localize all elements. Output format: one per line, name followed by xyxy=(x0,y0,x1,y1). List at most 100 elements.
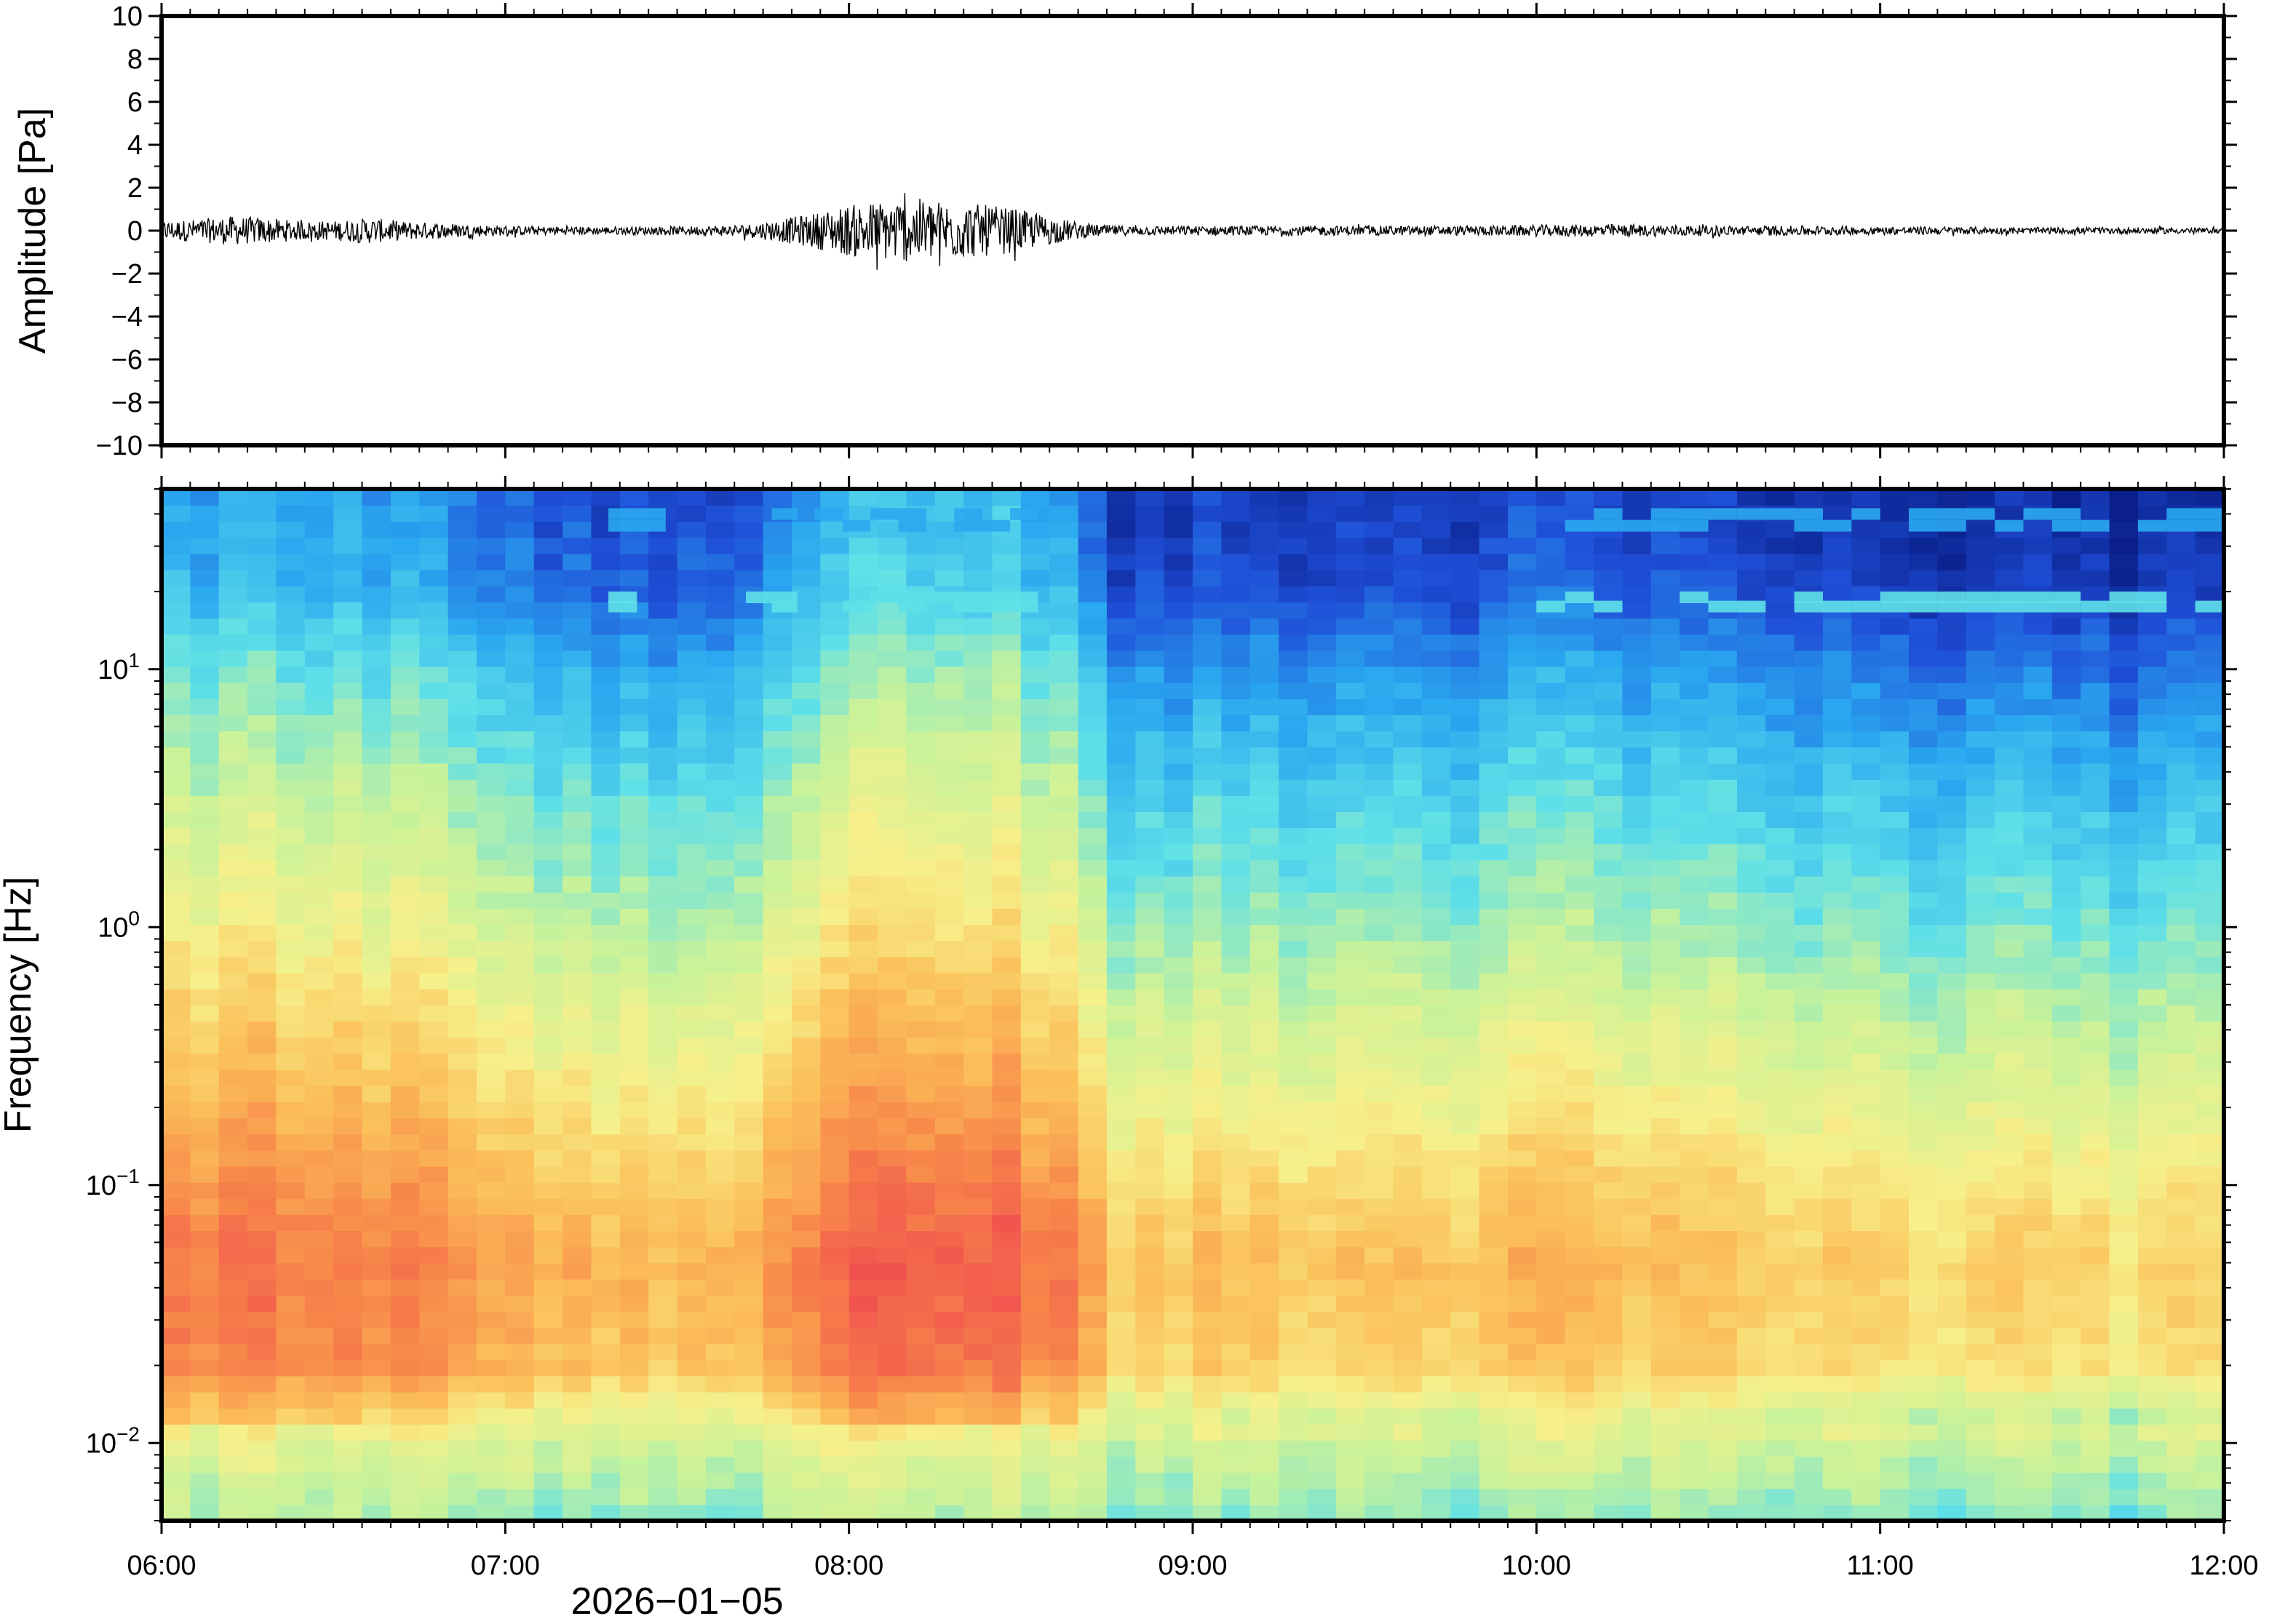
spectrogram-cell xyxy=(1393,1294,1423,1312)
spectrogram-cell xyxy=(1135,1198,1165,1215)
spectrogram-cell xyxy=(2195,1069,2225,1086)
spectrogram-cell xyxy=(1078,682,1108,699)
spectrogram-cell xyxy=(1364,1375,1394,1393)
spectrogram-cell xyxy=(1966,537,1995,554)
spectrogram-cell xyxy=(1794,1166,1824,1183)
spectrogram-cell xyxy=(963,972,993,990)
spectrogram-cell xyxy=(1536,585,1566,602)
spectrogram-cell xyxy=(390,1037,421,1054)
spectrogram-cell xyxy=(1622,1343,1652,1361)
spectrogram-cell xyxy=(1078,827,1108,845)
spectrogram-cell xyxy=(763,553,792,570)
spectrogram-cell xyxy=(1594,698,1624,715)
spectrogram-cell xyxy=(1909,1069,1939,1086)
spectrogram-cell xyxy=(1822,1424,1853,1441)
spectrogram-cell xyxy=(1909,489,1939,506)
spectrogram-cell xyxy=(162,682,191,699)
spectrogram-cell xyxy=(992,908,1022,926)
spectrogram-cell xyxy=(1221,505,1251,522)
spectrogram-cell xyxy=(1020,489,1050,506)
spectrogram-cell xyxy=(1279,715,1308,732)
spectrogram-cell xyxy=(218,1440,248,1457)
spectrogram-cell xyxy=(1307,585,1337,602)
spectrogram-cell xyxy=(533,521,563,538)
spectrogram-cell xyxy=(1078,1150,1108,1167)
spectrogram-cell xyxy=(477,763,506,780)
spectrogram-cell xyxy=(2023,924,2053,942)
spectrogram-cell xyxy=(2166,1021,2196,1038)
spectrogram-cell xyxy=(1736,1037,1767,1054)
spectrogram-cell xyxy=(2109,1230,2139,1248)
spectrogram-cell xyxy=(1680,924,1709,942)
spectrogram-cell xyxy=(1335,1101,1365,1118)
spectrogram-cell xyxy=(276,682,306,699)
spectrogram-cell xyxy=(533,698,563,715)
spectrogram-cell xyxy=(276,634,306,651)
spectrogram-cell xyxy=(820,1424,850,1441)
spectrogram-cell xyxy=(1995,1230,2024,1248)
spectrogram-cell xyxy=(1393,521,1423,538)
spectrogram-cell xyxy=(218,1311,248,1328)
spectrogram-cell xyxy=(1020,521,1050,538)
spectrogram-cell xyxy=(906,1246,936,1264)
spectrogram-cell xyxy=(2051,1278,2081,1296)
spectrogram-cell xyxy=(1622,1488,1652,1505)
spectrogram-cell xyxy=(1565,698,1594,715)
spectrogram-cell xyxy=(2137,1069,2168,1086)
spectrogram-cell xyxy=(1020,1311,1050,1328)
spectrogram-cell xyxy=(1536,1440,1566,1457)
spectrogram-cell xyxy=(820,1343,850,1361)
spectrogram-cell xyxy=(734,618,764,635)
spectrogram-cell xyxy=(1020,827,1050,845)
spectrogram-cell xyxy=(1279,1118,1308,1135)
spectrogram-cell xyxy=(1193,795,1223,812)
spectrogram-cell xyxy=(1364,537,1394,554)
spectrogram-cell xyxy=(1765,1311,1795,1328)
spectrogram-cell xyxy=(448,940,477,958)
spectrogram-cell xyxy=(1221,1230,1251,1248)
spectrogram-cell xyxy=(1421,569,1452,586)
spectrogram-cell xyxy=(1221,1488,1251,1505)
tonal-line-segment xyxy=(1966,508,1995,520)
spectrogram-cell xyxy=(2081,489,2110,506)
spectrogram-cell xyxy=(763,1294,792,1312)
spectrogram-cell xyxy=(820,715,850,732)
spectrogram-cell xyxy=(304,747,334,764)
spectrogram-cell xyxy=(1565,1214,1594,1231)
spectrogram-cell xyxy=(477,1504,506,1521)
spectrogram-y-tick-label: 101 xyxy=(98,649,140,685)
spectrogram-cell xyxy=(677,747,707,764)
spectrogram-cell xyxy=(533,1037,563,1054)
spectrogram-cell xyxy=(1851,1246,1881,1264)
spectrogram-cell xyxy=(734,1343,764,1361)
spectrogram-cell xyxy=(791,666,822,683)
spectrogram-cell xyxy=(1307,1021,1337,1038)
spectrogram-cell xyxy=(190,1424,220,1441)
spectrogram-cell xyxy=(1765,827,1795,845)
spectrogram-cell xyxy=(190,521,220,538)
spectrogram-cell xyxy=(1995,537,2024,554)
spectrogram-cell xyxy=(1164,956,1193,974)
spectrogram-cell xyxy=(333,569,363,586)
spectrogram-cell xyxy=(648,1069,678,1086)
spectrogram-cell xyxy=(705,1407,736,1425)
tonal-line-segment xyxy=(1765,508,1795,520)
spectrogram-cell xyxy=(1995,779,2024,796)
spectrogram-cell xyxy=(1880,908,1910,926)
spectrogram-cell xyxy=(1135,1182,1165,1199)
spectrogram-cell xyxy=(2109,859,2139,877)
spectrogram-cell xyxy=(591,1456,621,1473)
spectrogram-cell xyxy=(2023,537,2053,554)
spectrogram-cell xyxy=(705,859,736,877)
spectrogram-cell xyxy=(1135,891,1165,909)
spectrogram-cell xyxy=(162,811,191,829)
spectrogram-cell xyxy=(591,1182,621,1199)
spectrogram-cell xyxy=(734,1311,764,1328)
spectrogram-cell xyxy=(2081,505,2110,522)
spectrogram-cell xyxy=(1508,1085,1538,1102)
spectrogram-cell xyxy=(247,1005,277,1022)
spectrogram-cell xyxy=(333,940,363,958)
spectrogram-cell xyxy=(1565,763,1594,780)
spectrogram-cell xyxy=(1193,715,1223,732)
spectrogram-cell xyxy=(190,908,220,926)
